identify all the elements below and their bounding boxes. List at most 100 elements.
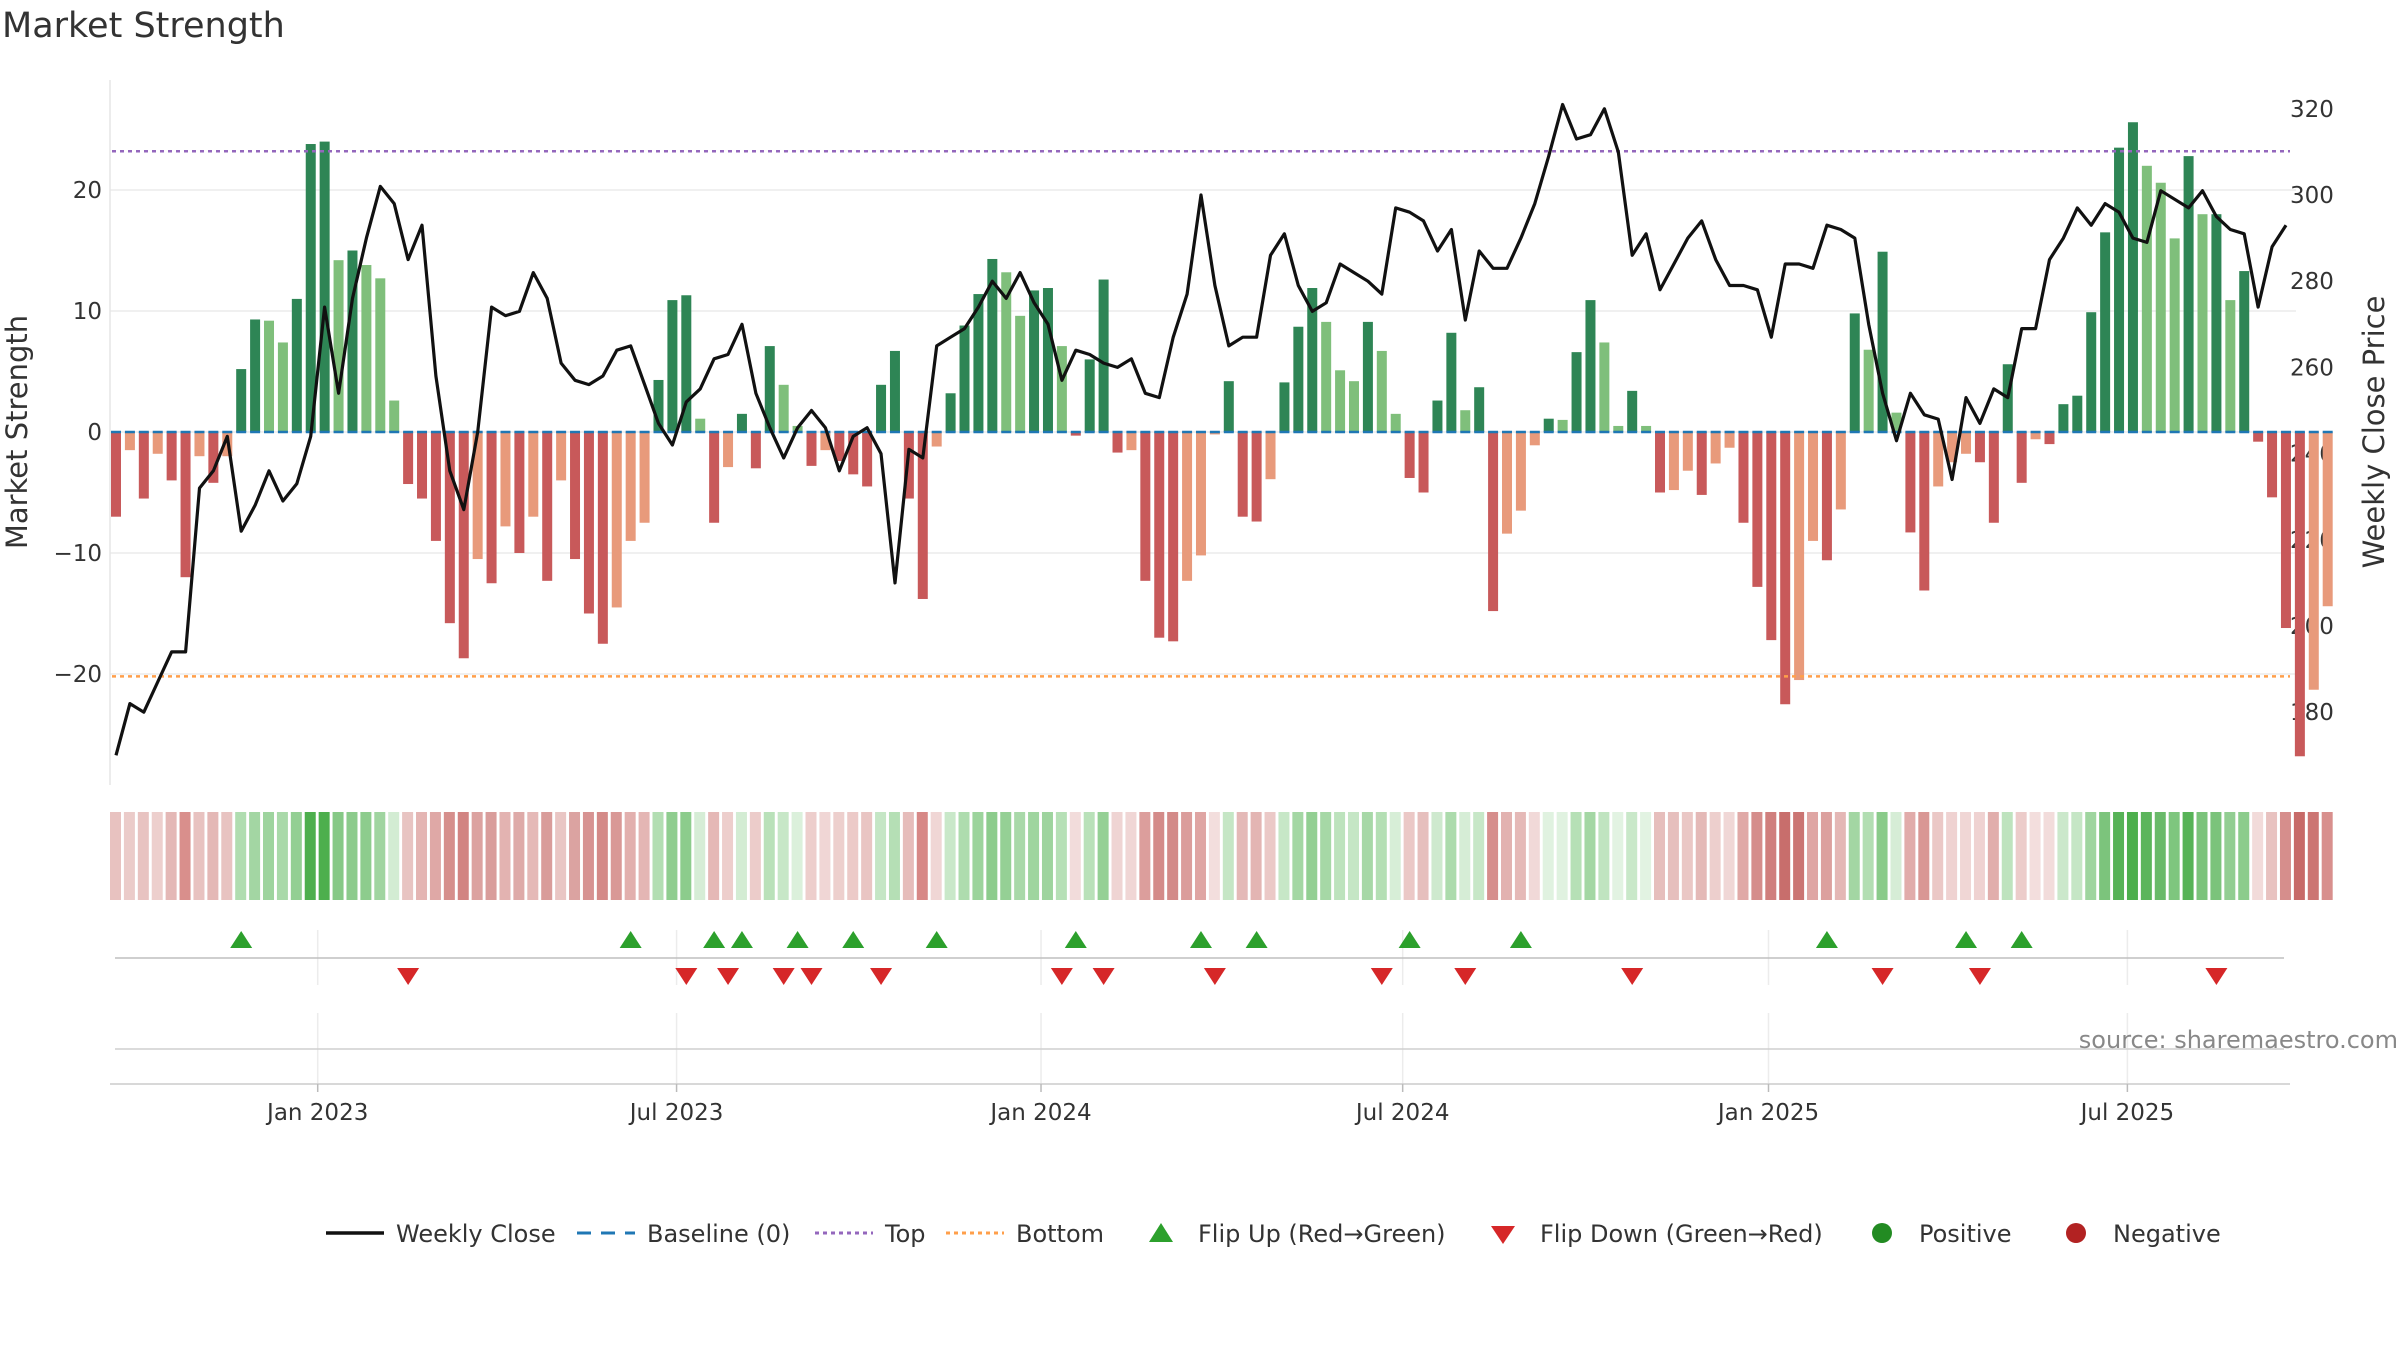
strength-bar [1808,432,1819,541]
heat-cell [110,812,121,900]
heat-cell [2029,812,2041,900]
heat-cell [443,812,455,900]
heat-cell [1904,812,1916,900]
strength-bar [208,432,219,483]
strength-bar [1001,272,1012,432]
heat-cell [1654,812,1666,900]
strength-bar [667,300,678,432]
strength-bar [277,342,288,432]
flip-down-marker [1871,968,1894,985]
flip-down-marker [675,968,698,985]
strength-bar [917,432,928,599]
heat-cell [1278,812,1290,900]
strength-bar [2267,432,2278,498]
heat-cell [485,812,497,900]
x-tick-label: Jan 2025 [1716,1100,1819,1126]
heat-cell [1055,812,1067,900]
strength-bar [862,432,873,487]
heat-cell [402,812,414,900]
strength-heatmap-strip [110,812,2333,900]
heat-cell [2085,812,2097,900]
heat-cell [1347,812,1359,900]
y2-tick-label: 320 [2290,97,2334,123]
heat-cell [2015,812,2027,900]
heat-cell [2071,812,2083,900]
y-tick-label: −10 [53,541,102,567]
strength-bar [848,432,859,475]
strength-bar [347,250,358,432]
strength-bar [1905,432,1916,533]
heat-cell [763,812,775,900]
heat-cell [791,812,803,900]
heat-cell [471,812,483,900]
legend-label: Bottom [1016,1220,1104,1248]
heat-cell [722,812,734,900]
strength-bar [180,432,191,578]
heat-cell [346,812,358,900]
strength-bar [2030,432,2041,440]
heat-cell [1487,812,1499,900]
legend-item: Flip Down (Green→Red) [1491,1220,1823,1248]
heat-cell [986,812,998,900]
strength-bar [2114,147,2125,432]
strength-bar [1710,432,1721,464]
strength-bar [1502,432,1512,534]
legend-swatch [1491,1226,1515,1244]
strength-bar [987,258,998,432]
heat-cell [332,812,344,900]
strength-bar [1348,381,1359,432]
flip-up-marker [619,931,642,948]
strength-bar [2308,432,2319,690]
strength-bar [1738,432,1749,523]
strength-bar [1084,359,1095,432]
heat-cell [499,812,511,900]
strength-bar [1362,321,1373,432]
strength-bar [1126,432,1137,451]
heat-cell [1960,812,1972,900]
x-tick-label: Jul 2024 [1354,1100,1450,1126]
strength-bar [1195,432,1206,556]
strength-bar [305,144,316,432]
flip-down-marker [1092,968,1115,985]
heat-cell [2279,812,2291,900]
strength-bar [556,432,567,481]
strength-bar [1641,425,1652,432]
x-tick-label: Jan 2024 [988,1100,1091,1126]
strength-bar [1947,432,1958,463]
heat-cell [1431,812,1443,900]
heat-cell [193,812,205,900]
strength-bar [1098,279,1109,432]
strength-bar [1766,432,1777,641]
y2-tick-label: 300 [2290,183,2334,209]
heat-cell [1834,812,1846,900]
heat-cell [1598,812,1610,900]
y-tick-label: 10 [73,299,102,325]
heat-cell [1918,812,1930,900]
strength-bar [236,369,247,432]
strength-bar [1335,370,1346,432]
strength-bar [1794,432,1805,681]
strength-bar [1821,432,1832,561]
strength-bar [444,432,455,624]
legend-label: Positive [1919,1220,2012,1248]
legend-label: Negative [2113,1220,2221,1248]
heat-cell [541,812,553,900]
heat-cell [1542,812,1554,900]
strength-bar [1182,432,1193,581]
strength-bar [1752,432,1763,587]
strength-bar [1877,251,1888,432]
strength-bar [1154,432,1165,638]
heat-cell [916,812,928,900]
heat-cell [1320,812,1332,900]
strength-bar [528,432,539,517]
flip-down-marker [2205,968,2228,985]
heat-cell [1667,812,1679,900]
heat-cell [666,812,678,900]
strength-bar [250,319,261,432]
heat-cell [1306,812,1318,900]
strength-bar [2322,432,2333,607]
strength-bar [1933,432,1944,487]
strength-bar [1015,315,1026,432]
flip-down-marker [1968,968,1991,985]
strength-bar [361,265,372,432]
